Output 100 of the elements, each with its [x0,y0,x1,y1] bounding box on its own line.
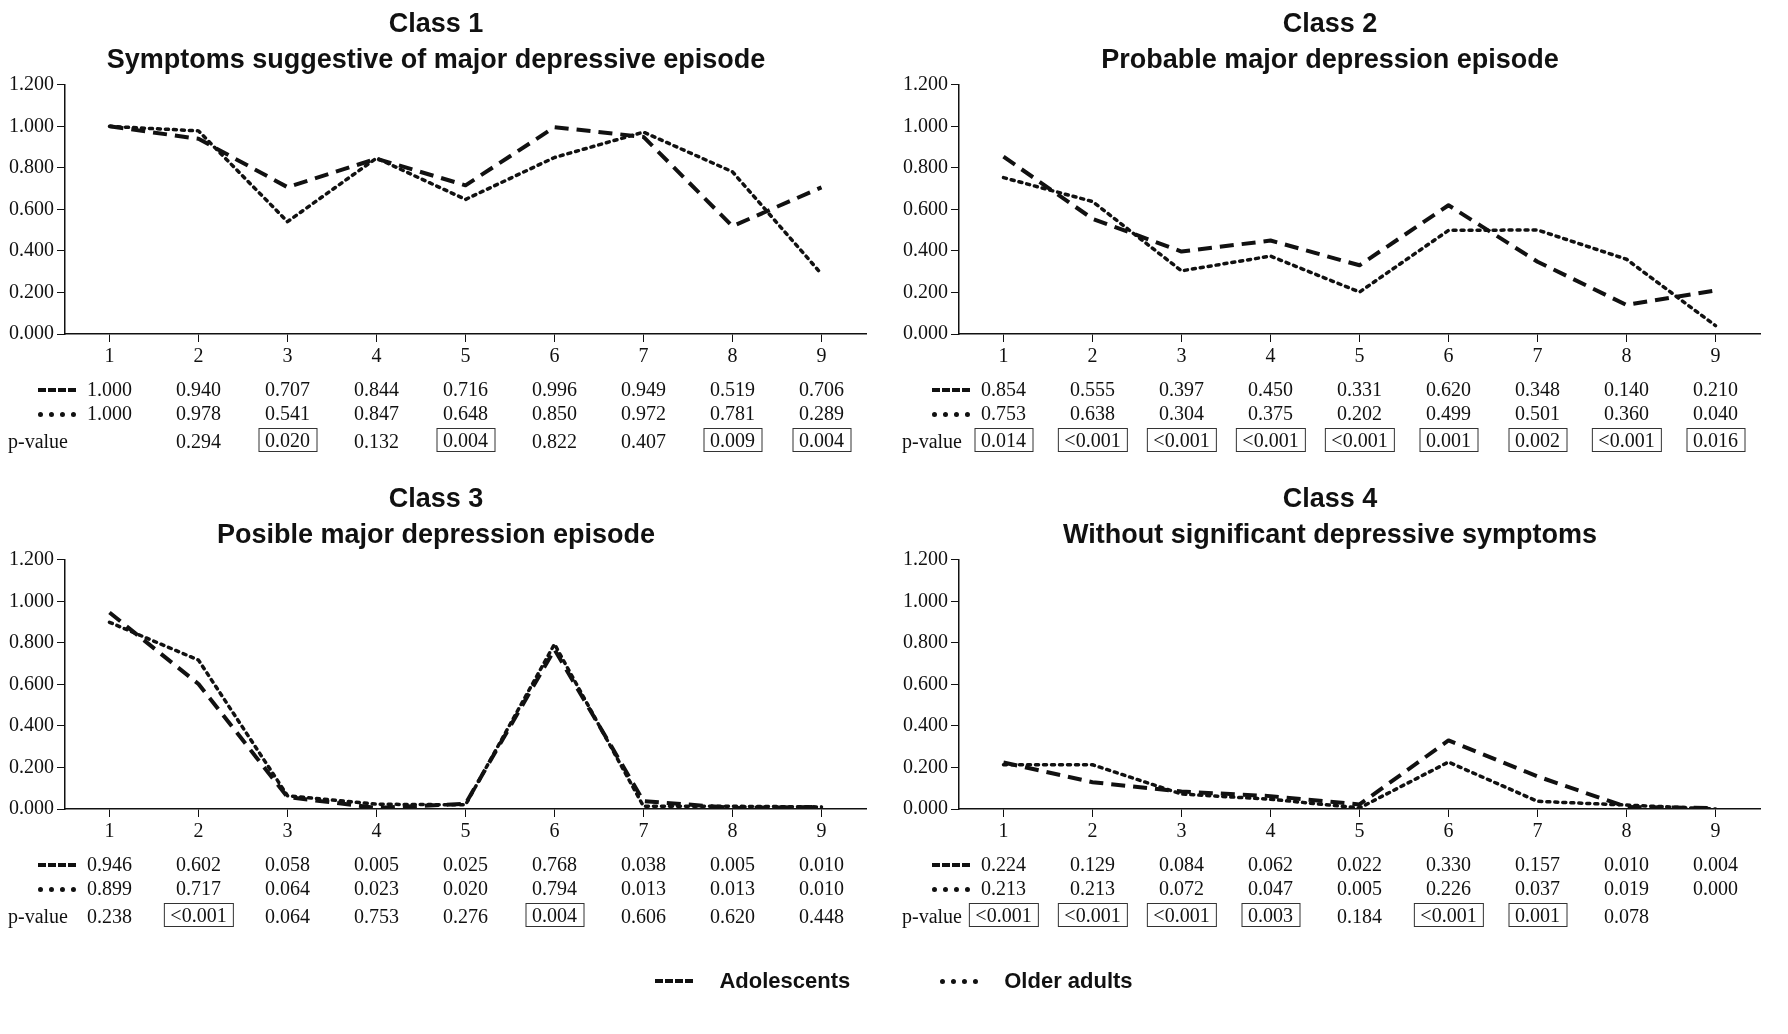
x-tick-label: 6 [1443,819,1454,842]
text: p-value [8,905,68,927]
text: 0.294 [175,430,222,452]
x-tick-label: 3 [1176,344,1187,367]
data-label: 0.707 [264,378,311,400]
data-label: 0.706 [798,378,845,400]
y-tick-label: 1.000 [9,113,54,136]
x-tick-label: 7 [638,819,649,842]
text: 0.001 [1508,903,1567,927]
text: 0.620 [709,905,756,927]
data-label: 0.978 [175,402,222,424]
data-label: 0.005 [353,853,400,875]
text: 0.001 [1419,428,1478,452]
data-label: 0.025 [442,853,489,875]
text: 0.064 [264,905,311,927]
x-tick-label: 3 [1176,819,1187,842]
x-tick-label: 6 [549,344,560,367]
data-label: 0.501 [1514,402,1561,424]
x-tick-label: 5 [1354,819,1365,842]
text: <0.001 [1057,428,1128,452]
text: p-value [902,430,962,452]
data-label: 0.010 [1603,853,1650,875]
data-label: 0.854 [980,378,1027,400]
y-tick-label: 0.400 [903,713,948,736]
x-tick-label: 1 [104,819,115,842]
data-label: 0.996 [531,378,578,400]
data-label: 0.781 [709,402,756,424]
data-label: 0.013 [620,877,667,899]
text: 0.184 [1336,905,1383,927]
x-tick-label: 6 [1443,344,1454,367]
chart-subtitle: Symptoms suggestive of major depressive episode [106,44,766,75]
text: <0.001 [1324,428,1395,452]
data-label: 0.157 [1514,853,1561,875]
y-tick-label: 0.600 [9,671,54,694]
text: 0.020 [258,428,317,452]
y-tick-label: 0.200 [903,279,948,302]
data-label: 0.541 [264,402,311,424]
data-label: 0.040 [1692,402,1739,424]
x-tick-label: 2 [193,344,204,367]
data-label: 0.289 [798,402,845,424]
y-tick-label: 0.600 [903,196,948,219]
data-label: 0.000 [1692,877,1739,899]
x-tick-label: 8 [1621,819,1632,842]
text: 0.407 [620,430,667,452]
data-label: 0.638 [1069,402,1116,424]
data-label: 0.717 [175,877,222,899]
data-label: 0.949 [620,378,667,400]
text: 0.009 [703,428,762,452]
y-tick-label: 0.600 [9,196,54,219]
y-tick-label: 0.800 [9,155,54,178]
data-label: 0.844 [353,378,400,400]
text: 0.753 [353,905,400,927]
data-label: 0.397 [1158,378,1205,400]
data-label: 0.020 [442,877,489,899]
text: 0.004 [525,903,584,927]
data-label: 0.062 [1247,853,1294,875]
y-tick-label: 1.200 [9,547,54,570]
data-label: 0.213 [1069,877,1116,899]
x-tick-label: 7 [638,344,649,367]
x-tick-label: 1 [998,344,1009,367]
data-label: 0.499 [1425,402,1472,424]
y-tick-label: 1.200 [903,547,948,570]
data-label: 0.004 [1692,853,1739,875]
data-label: 0.058 [264,853,311,875]
y-tick-label: 0.800 [9,630,54,653]
data-label: 0.331 [1336,378,1383,400]
data-label: 0.072 [1158,877,1205,899]
data-label: 0.847 [353,402,400,424]
data-label: 0.129 [1069,853,1116,875]
x-tick-label: 2 [1087,819,1098,842]
data-label: 0.210 [1692,378,1739,400]
data-label: 0.602 [175,853,222,875]
x-tick-label: 9 [1710,819,1721,842]
x-tick-label: 8 [727,819,738,842]
x-tick-label: 1 [104,344,115,367]
data-label: 0.375 [1247,402,1294,424]
chart-title: Class 4 [1282,482,1378,513]
text: <0.001 [1146,903,1217,927]
y-tick-label: 0.000 [903,796,948,819]
y-tick-label: 0.200 [9,754,54,777]
x-tick-label: 3 [282,819,293,842]
text: 0.276 [442,905,489,927]
y-tick-label: 1.000 [9,588,54,611]
y-tick-label: 0.800 [903,155,948,178]
x-tick-label: 5 [1354,344,1365,367]
chart-title: Class 1 [388,7,484,38]
x-tick-label: 8 [1621,344,1632,367]
data-label: 0.753 [980,402,1027,424]
y-tick-label: 0.000 [9,321,54,344]
text: <0.001 [1057,903,1128,927]
text: 0.078 [1603,905,1650,927]
y-tick-label: 1.200 [903,72,948,95]
x-tick-label: 9 [816,344,827,367]
data-label: 0.348 [1514,378,1561,400]
data-label: 0.005 [1336,877,1383,899]
y-tick-label: 0.200 [9,279,54,302]
data-label: 0.555 [1069,378,1116,400]
text: 0.002 [1508,428,1567,452]
data-label: 0.304 [1158,402,1205,424]
data-label: 0.519 [709,378,756,400]
